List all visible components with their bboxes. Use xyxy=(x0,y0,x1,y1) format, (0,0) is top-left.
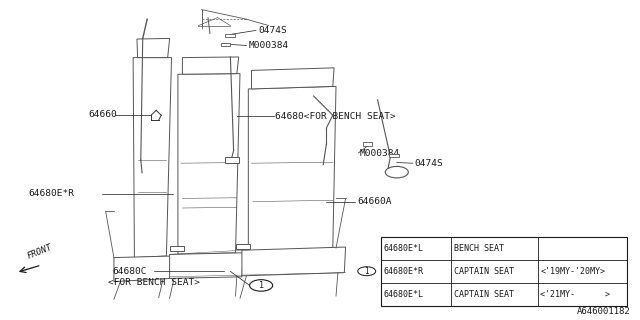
Text: 64680E*R: 64680E*R xyxy=(29,189,75,198)
Bar xyxy=(221,43,230,46)
Text: 1: 1 xyxy=(259,281,264,290)
Text: 64660A: 64660A xyxy=(357,197,392,206)
Circle shape xyxy=(250,280,273,291)
Text: 1: 1 xyxy=(364,267,369,276)
Polygon shape xyxy=(242,247,346,276)
Text: CAPTAIN SEAT: CAPTAIN SEAT xyxy=(454,290,515,299)
Text: A646001182: A646001182 xyxy=(577,307,630,316)
Text: FRONT: FRONT xyxy=(26,243,54,261)
Text: BENCH SEAT: BENCH SEAT xyxy=(454,244,504,253)
Text: 64660: 64660 xyxy=(88,110,117,119)
Circle shape xyxy=(358,267,376,276)
Text: 64680E*L: 64680E*L xyxy=(384,290,424,299)
Text: M000384: M000384 xyxy=(360,149,400,158)
Text: 64680<FOR BENCH SEAT>: 64680<FOR BENCH SEAT> xyxy=(275,112,396,121)
Bar xyxy=(170,246,184,251)
Text: <FOR BENCH SEAT>: <FOR BENCH SEAT> xyxy=(108,278,200,287)
Text: 0474S: 0474S xyxy=(415,159,444,168)
Polygon shape xyxy=(137,38,170,58)
Text: 64680E*R: 64680E*R xyxy=(384,267,424,276)
Bar xyxy=(225,157,239,163)
Polygon shape xyxy=(133,58,172,258)
Polygon shape xyxy=(182,57,239,74)
Polygon shape xyxy=(114,256,173,282)
Text: 64680C: 64680C xyxy=(112,267,147,276)
Text: CAPTAIN SEAT: CAPTAIN SEAT xyxy=(454,267,515,276)
Text: <'21MY-      >: <'21MY- > xyxy=(540,290,610,299)
Text: 0474S: 0474S xyxy=(258,26,287,35)
Bar xyxy=(381,237,627,306)
Polygon shape xyxy=(252,68,334,89)
Polygon shape xyxy=(248,86,336,251)
Text: <'19MY-'20MY>: <'19MY-'20MY> xyxy=(540,267,605,276)
Bar xyxy=(363,142,372,146)
Polygon shape xyxy=(178,74,240,254)
Bar xyxy=(225,34,235,37)
Bar xyxy=(236,244,250,249)
Text: 64680E*L: 64680E*L xyxy=(384,244,424,253)
Text: M000384: M000384 xyxy=(248,41,289,50)
Polygon shape xyxy=(170,253,243,278)
Bar xyxy=(389,154,399,157)
Circle shape xyxy=(385,166,408,178)
